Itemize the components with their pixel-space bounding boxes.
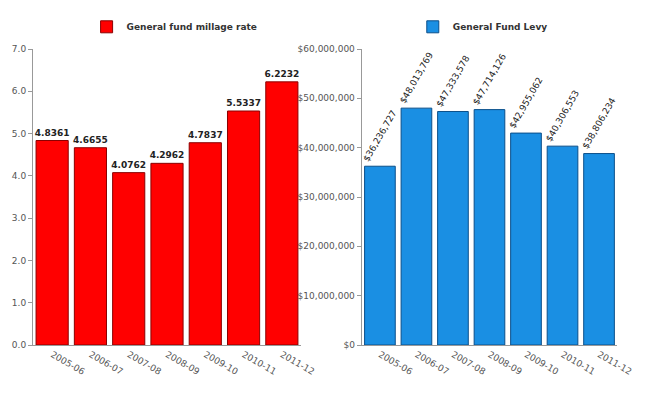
svg-text:4.0762: 4.0762	[111, 160, 146, 170]
svg-text:$0: $0	[343, 340, 355, 350]
svg-text:2010-11: 2010-11	[559, 349, 597, 376]
svg-text:$36,236,727: $36,236,727	[361, 109, 398, 164]
svg-text:2008-09: 2008-09	[486, 349, 524, 377]
svg-text:$42,955,062: $42,955,062	[507, 75, 544, 130]
svg-text:5.5337: 5.5337	[226, 98, 261, 108]
svg-text:2007-08: 2007-08	[450, 349, 488, 377]
svg-text:3.0: 3.0	[12, 213, 27, 223]
svg-text:2009-10: 2009-10	[202, 349, 240, 377]
svg-text:4.7837: 4.7837	[188, 130, 223, 140]
svg-text:2010-11: 2010-11	[240, 349, 278, 376]
svg-text:5.0: 5.0	[12, 129, 27, 139]
svg-text:$20,000,000: $20,000,000	[298, 241, 356, 251]
svg-text:$50,000,000: $50,000,000	[298, 93, 356, 103]
svg-text:2007-08: 2007-08	[125, 349, 163, 377]
svg-text:$48,013,769: $48,013,769	[398, 50, 435, 105]
svg-text:General Fund Levy: General Fund Levy	[453, 22, 548, 32]
svg-text:7.0: 7.0	[12, 44, 27, 54]
svg-text:$30,000,000: $30,000,000	[298, 192, 356, 202]
svg-text:General fund millage rate: General fund millage rate	[127, 22, 257, 32]
svg-text:2009-10: 2009-10	[523, 349, 561, 377]
svg-text:$60,000,000: $60,000,000	[298, 44, 356, 54]
svg-text:2.0: 2.0	[12, 256, 27, 266]
svg-text:2005-06: 2005-06	[49, 349, 87, 377]
svg-text:2008-09: 2008-09	[164, 349, 202, 377]
svg-text:2011-12: 2011-12	[596, 349, 634, 376]
svg-text:$40,306,553: $40,306,553	[544, 89, 581, 144]
svg-text:2011-12: 2011-12	[279, 349, 317, 376]
svg-text:$47,333,578: $47,333,578	[434, 54, 471, 109]
svg-text:2006-07: 2006-07	[87, 349, 125, 376]
svg-text:$10,000,000: $10,000,000	[298, 291, 356, 301]
svg-text:4.8361: 4.8361	[35, 128, 70, 138]
svg-text:4.0: 4.0	[12, 171, 27, 181]
svg-text:$40,000,000: $40,000,000	[298, 143, 356, 153]
svg-text:$47,714,126: $47,714,126	[471, 52, 508, 107]
svg-text:0.0: 0.0	[12, 340, 27, 350]
svg-text:6.2232: 6.2232	[264, 69, 299, 79]
svg-text:$38,806,234: $38,806,234	[580, 96, 617, 151]
svg-text:4.6655: 4.6655	[73, 135, 108, 145]
svg-text:1.0: 1.0	[12, 298, 27, 308]
svg-text:2005-06: 2005-06	[377, 349, 415, 377]
svg-text:4.2962: 4.2962	[150, 150, 185, 160]
svg-text:6.0: 6.0	[12, 86, 27, 96]
svg-text:2006-07: 2006-07	[413, 349, 451, 376]
